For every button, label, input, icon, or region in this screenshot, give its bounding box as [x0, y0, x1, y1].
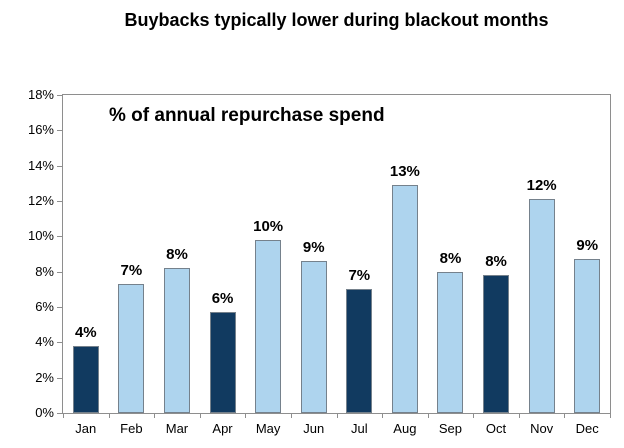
- y-axis-tick: [57, 95, 62, 96]
- x-axis-tick: [108, 413, 110, 418]
- y-tick-label: 6%: [35, 299, 54, 314]
- x-axis-tick: [473, 413, 475, 418]
- bar-value-label: 7%: [120, 262, 143, 280]
- y-tick-label: 16%: [27, 122, 54, 138]
- y-tick-label: 0%: [35, 405, 54, 420]
- x-tick-label: Aug: [393, 421, 417, 436]
- bar-apr: [209, 312, 236, 413]
- bar-nov: [528, 199, 555, 413]
- bar-value-label: 6%: [211, 290, 234, 308]
- x-axis-tick: [154, 413, 156, 418]
- x-tick-label: Sep: [438, 421, 463, 436]
- y-tick-label: 14%: [27, 157, 54, 173]
- plot-area: % of annual repurchase spend: [62, 94, 611, 414]
- x-axis-tick: [245, 413, 247, 418]
- x-tick-label: Nov: [530, 421, 554, 436]
- y-tick-label: 12%: [27, 193, 54, 208]
- bar-value-label: 9%: [576, 237, 599, 255]
- bar-value-label: 9%: [302, 239, 325, 257]
- bar-jun: [300, 261, 327, 413]
- bar-jan: [72, 345, 99, 413]
- x-axis-tick: [382, 413, 384, 418]
- x-axis-tick: [427, 413, 429, 418]
- x-tick-label: Oct: [485, 421, 507, 436]
- y-axis-tick: [57, 377, 62, 379]
- y-axis-tick: [57, 271, 62, 273]
- bar-value-label: 8%: [485, 253, 507, 271]
- y-tick-label: 2%: [35, 369, 54, 385]
- bar-value-label: 12%: [526, 177, 557, 195]
- x-axis-tick: [518, 413, 520, 418]
- x-tick-label: Apr: [212, 421, 233, 436]
- chart-subtitle: % of annual repurchase spend: [109, 105, 385, 126]
- x-axis-tick: [199, 413, 201, 418]
- x-tick-label: Feb: [120, 421, 143, 436]
- y-axis-tick: [57, 165, 62, 167]
- y-tick-label: 10%: [27, 228, 54, 244]
- x-tick-label: Jan: [75, 421, 97, 436]
- y-tick-label: 8%: [35, 263, 54, 279]
- bar-mar: [163, 268, 190, 413]
- bar-value-label: 10%: [253, 217, 284, 235]
- y-axis-tick: [57, 413, 62, 414]
- y-axis-tick: [57, 130, 62, 132]
- bar-oct: [483, 275, 510, 413]
- x-tick-label: Mar: [165, 421, 189, 436]
- x-tick-label: May: [255, 421, 281, 436]
- y-tick-label: 18%: [27, 87, 54, 102]
- chart-title: Buybacks typically lower during blackout…: [124, 10, 549, 30]
- bar-dec: [574, 259, 601, 413]
- x-axis-tick: [610, 413, 611, 418]
- x-tick-label: Jul: [350, 421, 368, 436]
- bar-value-label: 13%: [389, 163, 420, 181]
- x-axis-tick: [290, 413, 292, 418]
- bar-value-label: 8%: [166, 246, 188, 264]
- bar-may: [255, 239, 282, 413]
- x-axis-tick: [564, 413, 566, 418]
- y-tick-label: 4%: [35, 334, 54, 350]
- bar-value-label: 4%: [74, 323, 97, 341]
- bar-value-label: 8%: [439, 249, 462, 267]
- bar-sep: [437, 271, 464, 413]
- bar-jul: [346, 289, 373, 413]
- y-axis-tick: [57, 201, 62, 202]
- y-axis-tick: [57, 342, 62, 344]
- x-tick-label: Jun: [303, 421, 325, 436]
- bar-feb: [118, 284, 145, 413]
- y-axis-tick: [57, 236, 62, 238]
- x-axis-tick: [336, 413, 338, 418]
- bar-value-label: 7%: [348, 267, 371, 285]
- x-tick-label: Dec: [575, 421, 599, 436]
- x-axis-tick: [63, 413, 64, 418]
- bar-aug: [391, 185, 418, 413]
- y-axis-tick: [57, 307, 62, 308]
